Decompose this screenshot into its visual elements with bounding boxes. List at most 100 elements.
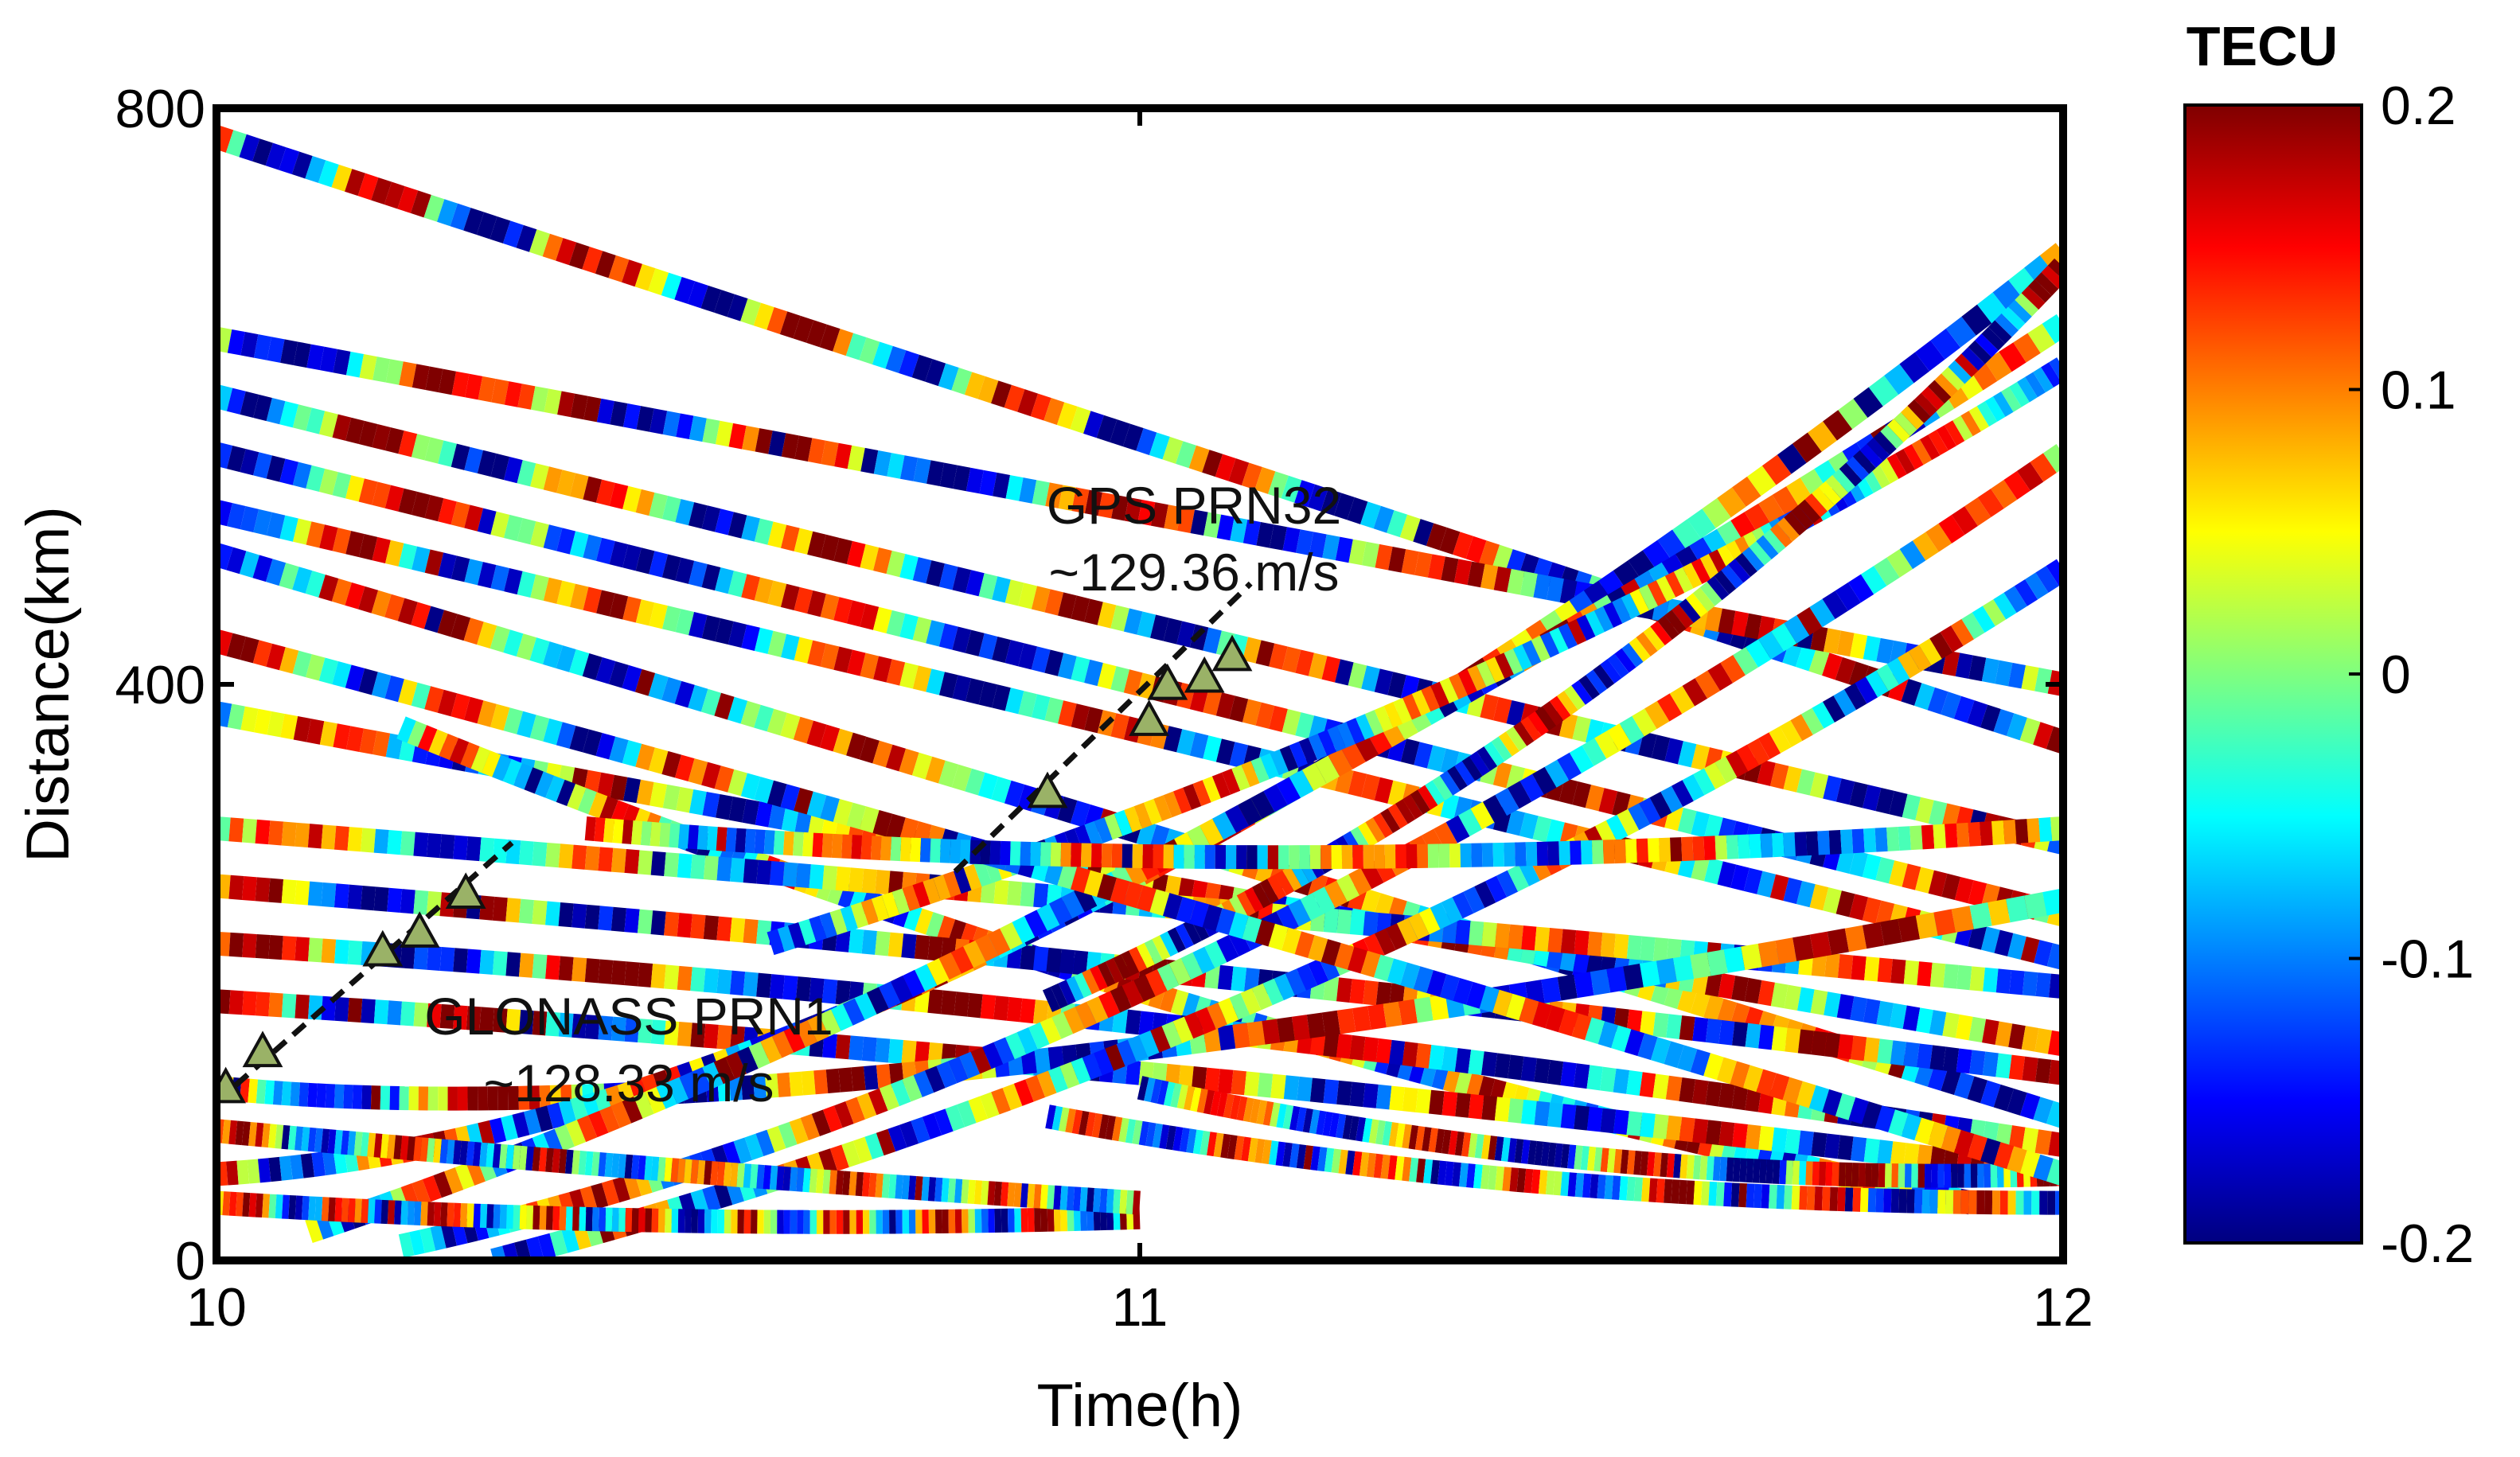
tec-segment xyxy=(545,1147,554,1173)
tec-segment xyxy=(1094,817,1113,843)
tec-segment xyxy=(1744,503,1771,532)
tec-segment xyxy=(1439,974,1460,1001)
tec-segment xyxy=(1149,824,1170,851)
tec-segment xyxy=(1046,884,1062,910)
tec-segment xyxy=(873,450,891,477)
tec-segment xyxy=(1192,946,1215,974)
tec-segment xyxy=(1619,715,1644,744)
tec-segment xyxy=(1262,1139,1272,1165)
tec-segment xyxy=(1427,554,1445,580)
tec-segment xyxy=(840,905,858,932)
tec-segment xyxy=(939,462,958,489)
tec-segment xyxy=(568,242,590,270)
tec-segment xyxy=(1613,933,1629,959)
tec-segment xyxy=(1771,1026,1788,1052)
tec-segment xyxy=(2019,717,2041,745)
tec-segment xyxy=(321,882,337,908)
tec-segment xyxy=(1769,1073,1790,1101)
tec-segment xyxy=(1544,759,1570,788)
tec-segment xyxy=(584,958,600,984)
tec-segment xyxy=(688,502,708,529)
tec-segment xyxy=(1005,475,1024,501)
tec-segment xyxy=(938,623,958,650)
tec-segment xyxy=(1720,655,1746,684)
tec-segment xyxy=(1527,711,1549,736)
tec-segment xyxy=(1572,715,1591,742)
tec-segment xyxy=(1328,748,1353,777)
tec-segment xyxy=(1071,1109,1083,1135)
tec-segment xyxy=(462,1217,478,1244)
tec-segment xyxy=(1352,1151,1363,1176)
tec-segment xyxy=(1500,1081,1519,1108)
tec-segment xyxy=(2007,299,2032,324)
tec-segment xyxy=(2019,1150,2041,1178)
tec-segment xyxy=(1398,999,1418,1026)
tec-segment xyxy=(545,955,561,980)
tec-segment xyxy=(438,440,457,467)
tec-segment xyxy=(1717,861,1737,888)
tec-segment xyxy=(2022,971,2038,996)
tec-segment xyxy=(1886,419,1910,443)
tec-segment xyxy=(1636,632,1658,656)
tec-segment xyxy=(1902,793,1921,820)
tec-segment xyxy=(741,574,761,601)
tec-segment xyxy=(954,991,970,1017)
tec-segment xyxy=(1157,963,1180,991)
tec-segment xyxy=(1400,962,1421,990)
tec-segment xyxy=(722,1141,742,1168)
tec-segment xyxy=(1928,380,1952,404)
tec-segment xyxy=(558,1192,576,1218)
tec-segment xyxy=(1204,1067,1220,1093)
tec-segment xyxy=(1188,445,1210,473)
tec-segment xyxy=(755,1129,775,1157)
tec-segment xyxy=(1327,726,1346,752)
tec-segment xyxy=(1044,649,1064,676)
tec-segment xyxy=(1045,1104,1057,1130)
tec-segment xyxy=(846,732,867,760)
tec-segment xyxy=(1520,1099,1537,1125)
tec-segment xyxy=(1031,694,1051,721)
tec-segment xyxy=(1914,340,1945,372)
tec-segment xyxy=(921,1176,930,1202)
tec-segment xyxy=(327,1129,337,1154)
tec-segment xyxy=(290,1154,304,1180)
tec-segment xyxy=(1585,785,1605,812)
tec-segment xyxy=(1968,1016,1987,1043)
tec-segment xyxy=(1317,730,1337,756)
tec-segment xyxy=(689,612,708,639)
gps-marker xyxy=(1027,771,1068,808)
tec-segment xyxy=(333,1148,348,1175)
gps-marker xyxy=(1184,656,1225,693)
tec-segment xyxy=(1375,928,1396,956)
tec-segment xyxy=(384,594,405,621)
tec-segment xyxy=(1840,829,1854,854)
tec-segment xyxy=(605,1085,625,1112)
tec-segment xyxy=(1690,990,1711,1018)
tec-segment xyxy=(1040,1184,1048,1210)
tec-segment xyxy=(1666,1115,1683,1141)
tec-segment xyxy=(1136,428,1157,455)
tec-segment xyxy=(1300,893,1324,921)
tec-segment xyxy=(1886,453,1907,479)
tec-segment xyxy=(1747,738,1770,766)
tec-segment xyxy=(255,1122,264,1147)
tec-segment xyxy=(728,621,747,649)
tec-segment xyxy=(424,495,444,522)
tec-segment xyxy=(426,1138,435,1163)
tec-segment xyxy=(1042,987,1061,1012)
tec-segment xyxy=(1638,731,1657,758)
tec-segment xyxy=(1546,1171,1555,1195)
tec-segment xyxy=(650,781,668,808)
tec-segment xyxy=(891,888,911,915)
tec-segment xyxy=(1833,689,1857,717)
tec-segment xyxy=(387,830,403,855)
tec-segment xyxy=(912,557,932,584)
tec-segment xyxy=(1410,789,1431,815)
tec-segment xyxy=(662,784,681,811)
gps-marker xyxy=(1129,699,1169,736)
tec-segment xyxy=(1454,761,1476,786)
tec-segment xyxy=(1980,883,2000,910)
tec-segment xyxy=(1600,1108,1617,1134)
tec-segment xyxy=(1953,1129,1975,1157)
tec-segment xyxy=(676,413,694,440)
